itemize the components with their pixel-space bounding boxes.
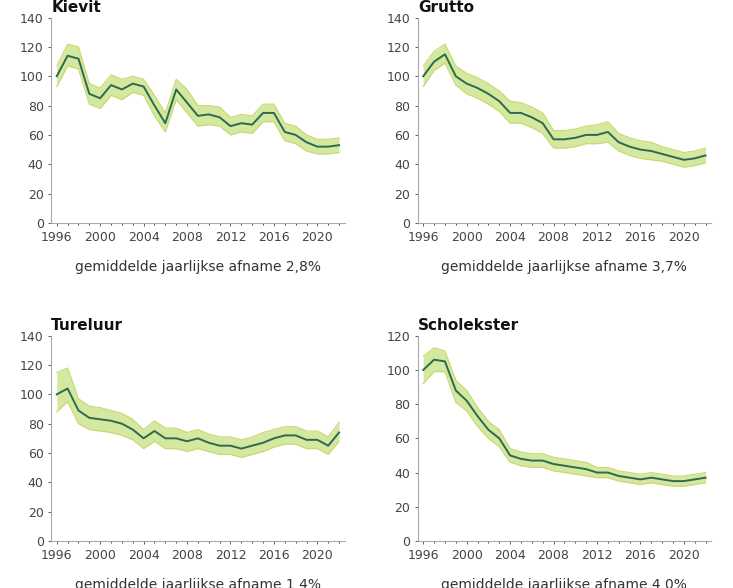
Text: Kievit: Kievit xyxy=(51,0,101,15)
Text: gemiddelde jaarlijkse afname 2,8%: gemiddelde jaarlijkse afname 2,8% xyxy=(75,260,321,274)
Text: Scholekster: Scholekster xyxy=(418,318,519,333)
Text: Tureluur: Tureluur xyxy=(51,318,123,333)
Text: Grutto: Grutto xyxy=(418,0,474,15)
Text: gemiddelde jaarlijkse afname 3,7%: gemiddelde jaarlijkse afname 3,7% xyxy=(441,260,688,274)
Text: gemiddelde jaarlijkse afname 1,4%: gemiddelde jaarlijkse afname 1,4% xyxy=(75,578,321,588)
Text: gemiddelde jaarlijkse afname 4,0%: gemiddelde jaarlijkse afname 4,0% xyxy=(441,578,688,588)
